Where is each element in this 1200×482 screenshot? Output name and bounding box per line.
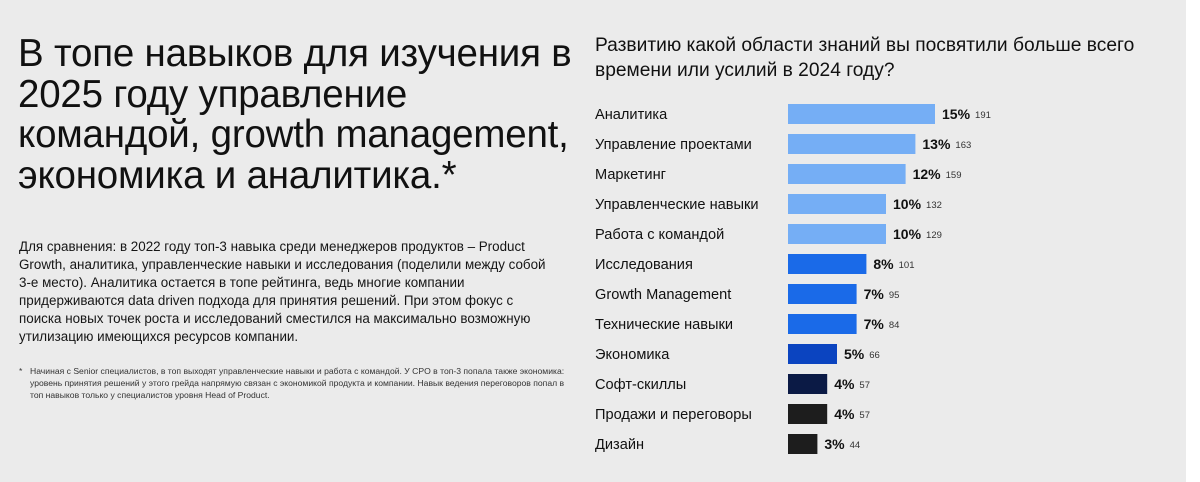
bar [788, 284, 857, 304]
count-label: 159 [946, 170, 962, 181]
count-label: 66 [869, 350, 880, 361]
count-label: 84 [889, 320, 900, 331]
count-label: 95 [889, 290, 900, 301]
value-label: 3% [824, 436, 845, 452]
chart-title: Развитию какой области знаний вы посвяти… [595, 35, 1135, 81]
category-label: Управление проектами [595, 137, 752, 153]
count-label: 101 [899, 260, 915, 271]
bar [788, 104, 935, 124]
bar [788, 134, 916, 154]
body-paragraph: Для сравнения: в 2022 году топ-3 навыка … [19, 239, 546, 345]
bar [788, 164, 906, 184]
category-label: Аналитика [595, 107, 668, 123]
category-label: Дизайн [595, 437, 644, 453]
category-label: Экономика [595, 347, 670, 363]
category-label: Исследования [595, 257, 693, 273]
headline: В топе навыков для изучения в 2025 году … [18, 32, 572, 197]
value-label: 4% [834, 406, 855, 422]
count-label: 57 [859, 380, 870, 391]
bar [788, 434, 818, 454]
right-edge-strip [1186, 0, 1200, 482]
value-label: 7% [864, 316, 885, 332]
value-label: 15% [942, 106, 971, 122]
bar [788, 254, 867, 274]
value-label: 4% [834, 376, 855, 392]
value-label: 8% [873, 256, 894, 272]
count-label: 132 [926, 200, 942, 211]
value-label: 13% [922, 136, 951, 152]
value-label: 12% [913, 166, 942, 182]
bar [788, 404, 828, 424]
value-label: 7% [864, 286, 885, 302]
value-label: 10% [893, 196, 922, 212]
bar [788, 194, 886, 214]
bar [788, 314, 857, 334]
category-label: Продажи и переговоры [595, 407, 752, 423]
bar [788, 224, 886, 244]
count-label: 57 [859, 410, 870, 421]
category-label: Софт-скиллы [595, 377, 686, 393]
count-label: 129 [926, 230, 942, 241]
category-label: Технические навыки [595, 317, 733, 333]
footnote-marker: * [19, 366, 23, 376]
category-label: Growth Management [595, 287, 731, 303]
bar [788, 344, 837, 364]
footnote: * Начиная с Senior специалистов, в топ в… [19, 365, 571, 402]
bar [788, 374, 828, 394]
count-label: 163 [955, 140, 971, 151]
category-label: Маркетинг [595, 167, 666, 183]
value-label: 5% [844, 346, 865, 362]
category-label: Управленческие навыки [595, 197, 759, 213]
count-label: 44 [850, 440, 861, 451]
value-label: 10% [893, 226, 922, 242]
footnote-text: Начиная с Senior специалистов, в топ вых… [30, 366, 565, 401]
category-label: Работа с командой [595, 227, 724, 243]
count-label: 191 [975, 110, 991, 121]
